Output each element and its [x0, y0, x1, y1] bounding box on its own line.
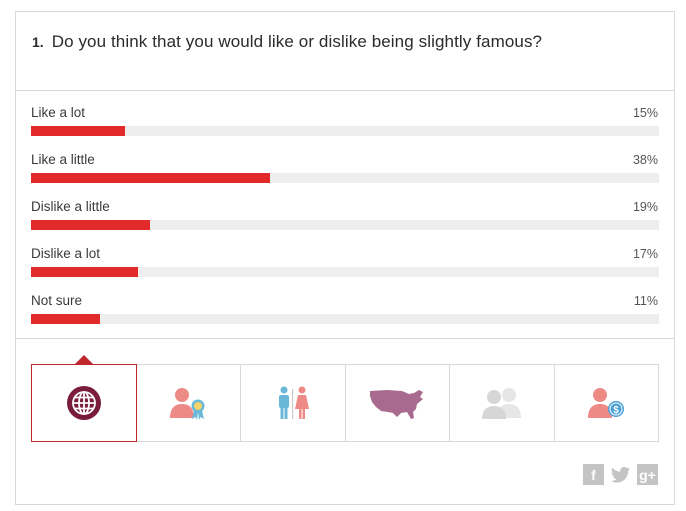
result-percent: 17%: [632, 247, 658, 261]
question-text: Do you think that you would like or disl…: [51, 32, 543, 51]
demographic-filter-bar: $: [31, 355, 659, 442]
result-bar: [31, 126, 126, 136]
googleplus-icon: g+: [639, 466, 656, 483]
globe-icon: [66, 386, 101, 420]
social-share: f g+: [583, 464, 658, 485]
filter-all-tab[interactable]: [31, 355, 137, 442]
facebook-share-button[interactable]: f: [583, 464, 604, 485]
active-caret: [74, 355, 93, 364]
poll-card: 1. Do you think that you would like or d…: [15, 11, 675, 505]
person-award-icon: [170, 388, 205, 420]
person-dollar-icon: $: [588, 388, 625, 418]
question-header: 1. Do you think that you would like or d…: [16, 12, 674, 91]
result-label: Like a little: [31, 152, 95, 167]
result-bar: [31, 314, 101, 324]
filter-gender-tab[interactable]: [241, 365, 346, 441]
result-label: Dislike a little: [31, 199, 110, 214]
svg-text:$: $: [613, 405, 619, 416]
result-track: [31, 267, 659, 277]
result-row: Dislike a little 19%: [31, 199, 659, 246]
result-row: Not sure 11%: [31, 293, 659, 340]
result-percent: 38%: [632, 153, 658, 167]
googleplus-share-button[interactable]: g+: [637, 464, 658, 485]
filter-region-tab[interactable]: [345, 365, 450, 441]
results-list: Like a lot 15% Like a little 38% Dislike…: [16, 91, 674, 339]
two-people-icon: [481, 388, 521, 419]
filter-age-tab[interactable]: [136, 365, 241, 441]
twitter-share-button[interactable]: [610, 464, 631, 485]
usa-map-icon: [370, 390, 424, 419]
filter-income-tab[interactable]: $: [554, 365, 658, 441]
male-female-icon: [278, 386, 309, 419]
result-label: Not sure: [31, 293, 83, 308]
result-bar: [31, 173, 270, 183]
twitter-icon: [610, 466, 631, 483]
result-track: [31, 314, 659, 324]
result-label: Like a lot: [31, 105, 86, 120]
result-track: [31, 173, 659, 183]
result-bar: [31, 267, 138, 277]
result-track: [31, 220, 659, 230]
filter-party-tab[interactable]: [450, 365, 555, 441]
result-track: [31, 126, 659, 136]
question-number: 1.: [32, 34, 44, 50]
result-row: Like a little 38%: [31, 152, 659, 199]
result-row: Dislike a lot 17%: [31, 246, 659, 293]
facebook-icon: f: [591, 466, 596, 483]
result-row: Like a lot 15%: [31, 105, 659, 152]
result-label: Dislike a lot: [31, 246, 101, 261]
result-percent: 11%: [633, 294, 658, 308]
result-bar: [31, 220, 151, 230]
result-percent: 19%: [632, 200, 658, 214]
result-percent: 15%: [632, 106, 658, 120]
